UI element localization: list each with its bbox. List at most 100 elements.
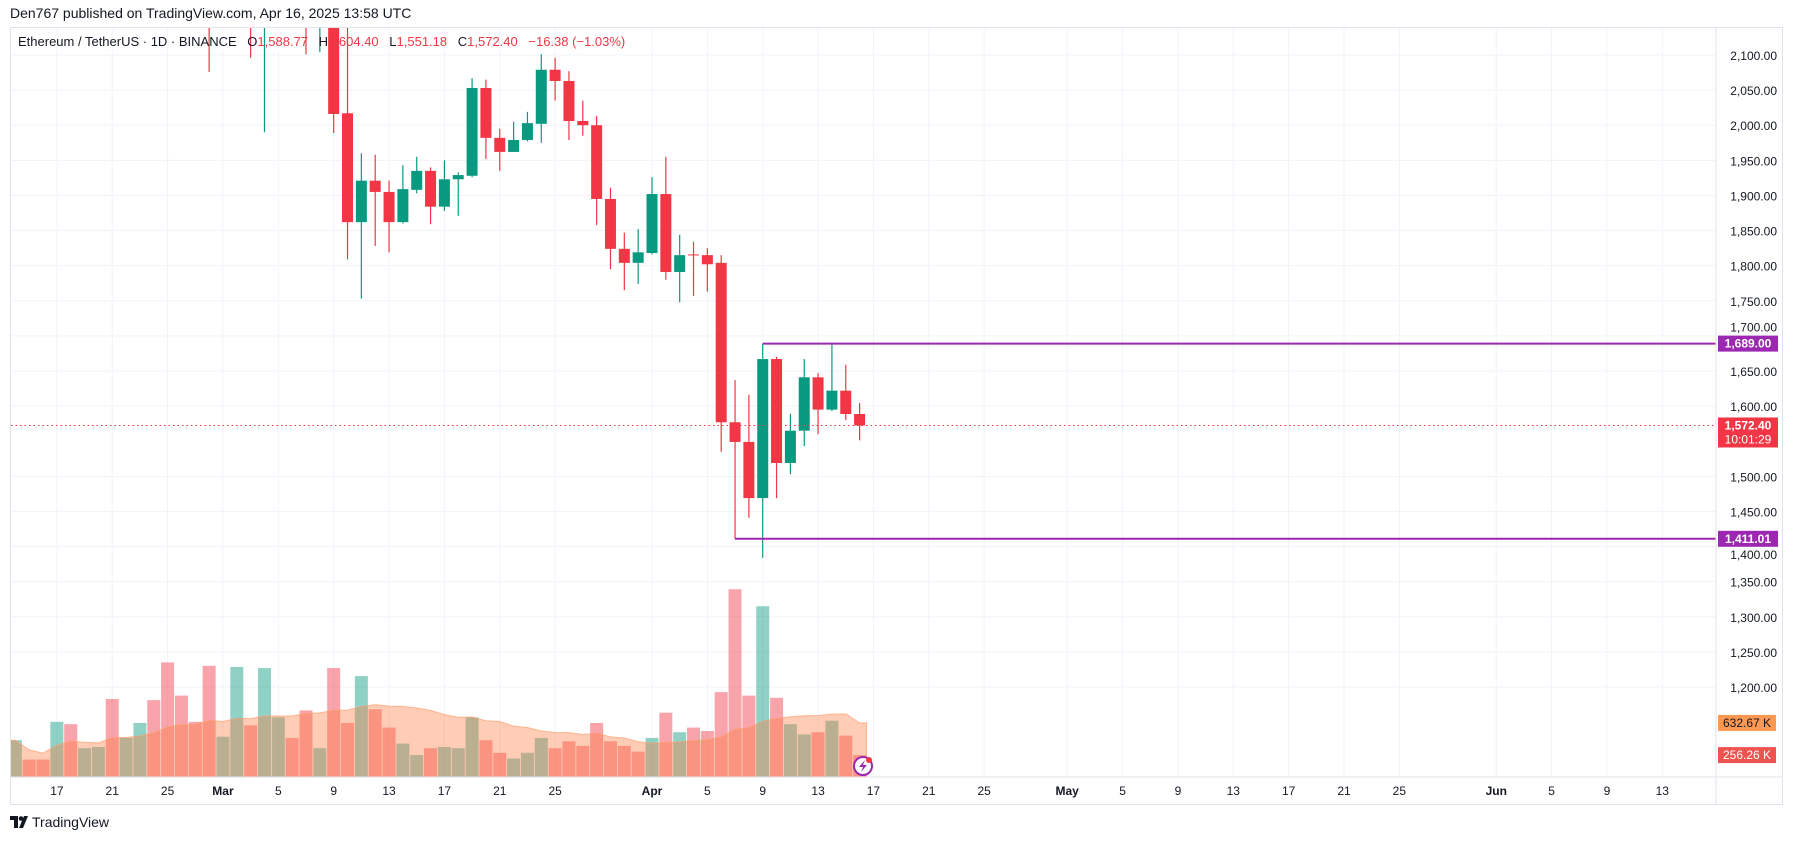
volume-bar: [590, 722, 604, 777]
volume-bar: [562, 741, 576, 777]
low-value: 1,551.18: [396, 34, 448, 49]
y-tick-label: 1,450.00: [1730, 505, 1777, 519]
volume-bar: [576, 745, 590, 777]
volume-bar: [354, 676, 368, 777]
volume-bar: [659, 712, 673, 777]
symbol-title[interactable]: Ethereum / TetherUS · 1D · BINANCE: [18, 34, 237, 49]
y-tick-label: 1,850.00: [1730, 225, 1777, 239]
candle-body: [452, 175, 464, 180]
candle-body: [812, 377, 824, 410]
x-tick-label: Jun: [1486, 784, 1507, 798]
volume-bar: [11, 740, 22, 777]
candle-body: [757, 359, 769, 499]
volume-bar: [285, 737, 299, 777]
candle-body: [798, 377, 810, 431]
volume-bar: [188, 721, 202, 777]
candle-body: [618, 248, 630, 263]
candle-body: [466, 88, 478, 176]
volume-bar: [631, 751, 645, 777]
candle-body: [826, 390, 838, 410]
published-caption: Den767 published on TradingView.com, Apr…: [10, 5, 412, 21]
candle-body: [743, 441, 755, 499]
last-price-tag: [1718, 417, 1778, 448]
lightning-icon[interactable]: [853, 756, 873, 776]
candle-body: [411, 170, 423, 190]
candle-body: [688, 254, 700, 256]
x-tick-label: 9: [330, 784, 337, 798]
candle-body: [328, 28, 340, 114]
y-tick-label: 1,350.00: [1730, 576, 1777, 590]
volume-bar: [451, 748, 465, 777]
overlays: [11, 342, 1716, 540]
candle-body: [577, 121, 589, 126]
volume-bar: [22, 759, 36, 777]
volume-bar: [797, 734, 811, 777]
volume-last-label: 256.26 K: [1723, 748, 1771, 762]
level-price-tag: [1718, 530, 1778, 547]
open-label: O: [247, 34, 258, 49]
candle-body: [425, 170, 437, 207]
x-tick-label: 21: [106, 784, 120, 798]
volume-bar: [673, 732, 687, 777]
candle-body: [480, 88, 492, 138]
close-label: C: [457, 34, 468, 49]
candle-body: [840, 390, 852, 414]
volume-bar: [617, 745, 631, 777]
x-tick-label: Mar: [212, 784, 234, 798]
volume-bar: [174, 695, 188, 777]
volume-bar: [465, 717, 479, 777]
volume-ma-label: 632.67 K: [1723, 716, 1771, 730]
candle-body: [660, 194, 672, 272]
volume-bar: [603, 741, 617, 777]
open-value: 1,588.77: [257, 34, 309, 49]
y-tick-label: 1,700.00: [1730, 321, 1777, 335]
volume-bar: [299, 710, 313, 777]
y-tick-label: 1,900.00: [1730, 189, 1777, 203]
volume-bar: [700, 731, 714, 777]
x-tick-label: 13: [811, 784, 825, 798]
candle-body: [508, 139, 520, 152]
level-price-label: 1,411.01: [1725, 532, 1771, 546]
candle-body: [784, 430, 796, 463]
low-label: L: [389, 34, 397, 49]
high-label: H: [318, 34, 329, 49]
candle-body: [771, 359, 783, 463]
x-tick-label: May: [1056, 784, 1080, 798]
x-tick-label: 5: [1548, 784, 1555, 798]
volume-bar: [257, 668, 271, 777]
y-tick-label: 2,000.00: [1730, 119, 1777, 133]
volume-bar: [714, 692, 728, 777]
last-price-label: 1,572.40: [1725, 418, 1772, 432]
tradingview-logo-icon: [10, 816, 28, 828]
volume-bar: [271, 717, 285, 777]
x-tick-label: 9: [1175, 784, 1182, 798]
tradingview-logo[interactable]: TradingView: [10, 814, 109, 830]
volume-bar: [839, 735, 853, 777]
candle-body: [494, 137, 506, 152]
volume-bar: [64, 724, 78, 777]
candle-body: [397, 189, 409, 223]
symbol-legend: Ethereum / TetherUS · 1D · BINANCE O1,58…: [18, 34, 625, 49]
candle-body: [314, 0, 325, 27]
volume-bar: [161, 662, 175, 777]
x-tick-label: 25: [1393, 784, 1407, 798]
volume-bar: [202, 665, 216, 777]
x-tick-label: Apr: [642, 784, 663, 798]
candle-body: [563, 80, 575, 122]
chart-frame: [10, 27, 1783, 805]
bar-countdown-label: 10:01:29: [1725, 432, 1772, 446]
candle-body: [854, 413, 866, 426]
volume-bar: [520, 752, 534, 777]
candle-body: [632, 252, 644, 263]
volume-bar: [424, 748, 438, 777]
candle-body: [521, 123, 533, 140]
volume-bar: [91, 746, 105, 777]
x-tick-label: 13: [1227, 784, 1241, 798]
candle-body: [591, 125, 603, 199]
candle-body: [383, 191, 395, 223]
x-tick-label: 13: [1656, 784, 1670, 798]
y-tick-label: 1,200.00: [1730, 681, 1777, 695]
candle-body: [674, 255, 686, 272]
candle-body: [729, 422, 741, 442]
